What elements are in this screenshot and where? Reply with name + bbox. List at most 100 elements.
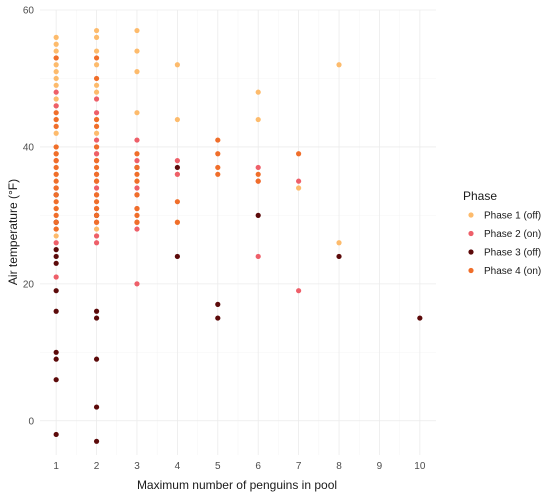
y-tick-label: 60 xyxy=(23,6,35,17)
x-tick-label: 4 xyxy=(175,461,181,472)
data-point xyxy=(53,48,59,54)
data-point xyxy=(93,226,100,232)
data-point xyxy=(53,41,59,47)
data-point xyxy=(93,212,100,218)
grid xyxy=(40,9,436,455)
x-tick-label: 5 xyxy=(215,461,221,472)
data-point xyxy=(174,116,180,123)
data-point xyxy=(53,349,59,355)
legend-label: Phase 4 (on) xyxy=(484,266,541,277)
data-point xyxy=(255,253,261,260)
data-point xyxy=(93,404,100,410)
data-point xyxy=(134,151,140,157)
data-point xyxy=(255,116,261,123)
data-point xyxy=(53,123,59,129)
data-point xyxy=(93,164,100,171)
data-point xyxy=(134,281,140,287)
data-point xyxy=(93,123,100,129)
data-point xyxy=(255,89,261,95)
data-point xyxy=(255,212,261,218)
data-point xyxy=(93,171,100,177)
data-point xyxy=(417,315,423,321)
data-point xyxy=(53,34,59,40)
data-point xyxy=(174,62,180,68)
data-point xyxy=(93,205,100,212)
data-point xyxy=(53,247,59,253)
data-point xyxy=(174,171,180,177)
data-point xyxy=(134,158,140,164)
data-point xyxy=(53,233,59,239)
data-point xyxy=(336,240,342,246)
data-point xyxy=(93,356,100,362)
data-point xyxy=(53,219,59,225)
data-point xyxy=(53,199,59,205)
x-tick-label: 3 xyxy=(134,461,140,472)
data-point xyxy=(53,253,59,260)
data-point xyxy=(53,89,59,95)
data-point xyxy=(53,103,59,109)
data-point xyxy=(53,62,59,68)
legend-label: Phase 3 (off) xyxy=(484,248,541,259)
data-point xyxy=(93,34,100,40)
data-point xyxy=(93,96,100,102)
legend-title: Phase xyxy=(463,189,497,203)
x-tick-label: 10 xyxy=(414,461,426,472)
data-point xyxy=(93,55,100,61)
data-point xyxy=(296,288,302,294)
data-point xyxy=(93,110,100,116)
y-tick-label: 0 xyxy=(28,416,34,427)
data-point xyxy=(93,240,100,246)
data-point xyxy=(93,315,100,321)
data-point xyxy=(134,110,140,116)
data-points xyxy=(53,27,423,444)
data-point xyxy=(93,27,100,34)
data-point xyxy=(93,130,100,136)
data-point xyxy=(134,212,140,218)
x-axis-title: Maximum number of penguins in pool xyxy=(137,478,337,492)
data-point xyxy=(93,151,100,157)
x-tick-label: 1 xyxy=(53,461,59,472)
data-point xyxy=(174,199,180,205)
data-point xyxy=(215,315,221,321)
data-point xyxy=(93,199,100,205)
data-point xyxy=(53,171,59,177)
data-point xyxy=(93,62,100,68)
data-point xyxy=(296,151,302,157)
data-point xyxy=(53,205,59,212)
legend-label: Phase 1 (off) xyxy=(484,211,541,222)
data-point xyxy=(93,185,100,191)
legend-swatch xyxy=(468,249,474,255)
y-tick-label: 40 xyxy=(23,142,35,153)
data-point xyxy=(53,158,59,164)
legend-swatch xyxy=(468,212,474,218)
y-tick-label: 20 xyxy=(23,279,35,290)
data-point xyxy=(93,116,100,123)
data-point xyxy=(53,212,59,218)
data-point xyxy=(255,164,261,171)
data-point xyxy=(174,158,180,164)
data-point xyxy=(134,27,140,34)
data-point xyxy=(53,116,59,123)
data-point xyxy=(53,130,59,136)
data-point xyxy=(53,151,59,157)
legend-swatch xyxy=(468,267,474,274)
data-point xyxy=(255,178,261,184)
data-point xyxy=(134,219,140,225)
data-point xyxy=(336,253,342,260)
data-point xyxy=(93,137,100,143)
data-point xyxy=(53,164,59,171)
legend-label: Phase 2 (on) xyxy=(484,229,541,240)
data-point xyxy=(134,192,140,198)
data-point xyxy=(174,164,180,171)
data-point xyxy=(336,62,342,68)
data-point xyxy=(53,377,59,383)
data-point xyxy=(53,192,59,198)
data-point xyxy=(93,75,100,82)
data-point xyxy=(134,164,140,171)
data-point xyxy=(134,205,140,212)
data-point xyxy=(134,171,140,177)
legend: Phase Phase 1 (off) Phase 2 (on) Phase 3 (… xyxy=(463,189,541,277)
data-point xyxy=(134,69,140,75)
data-point xyxy=(53,308,59,314)
